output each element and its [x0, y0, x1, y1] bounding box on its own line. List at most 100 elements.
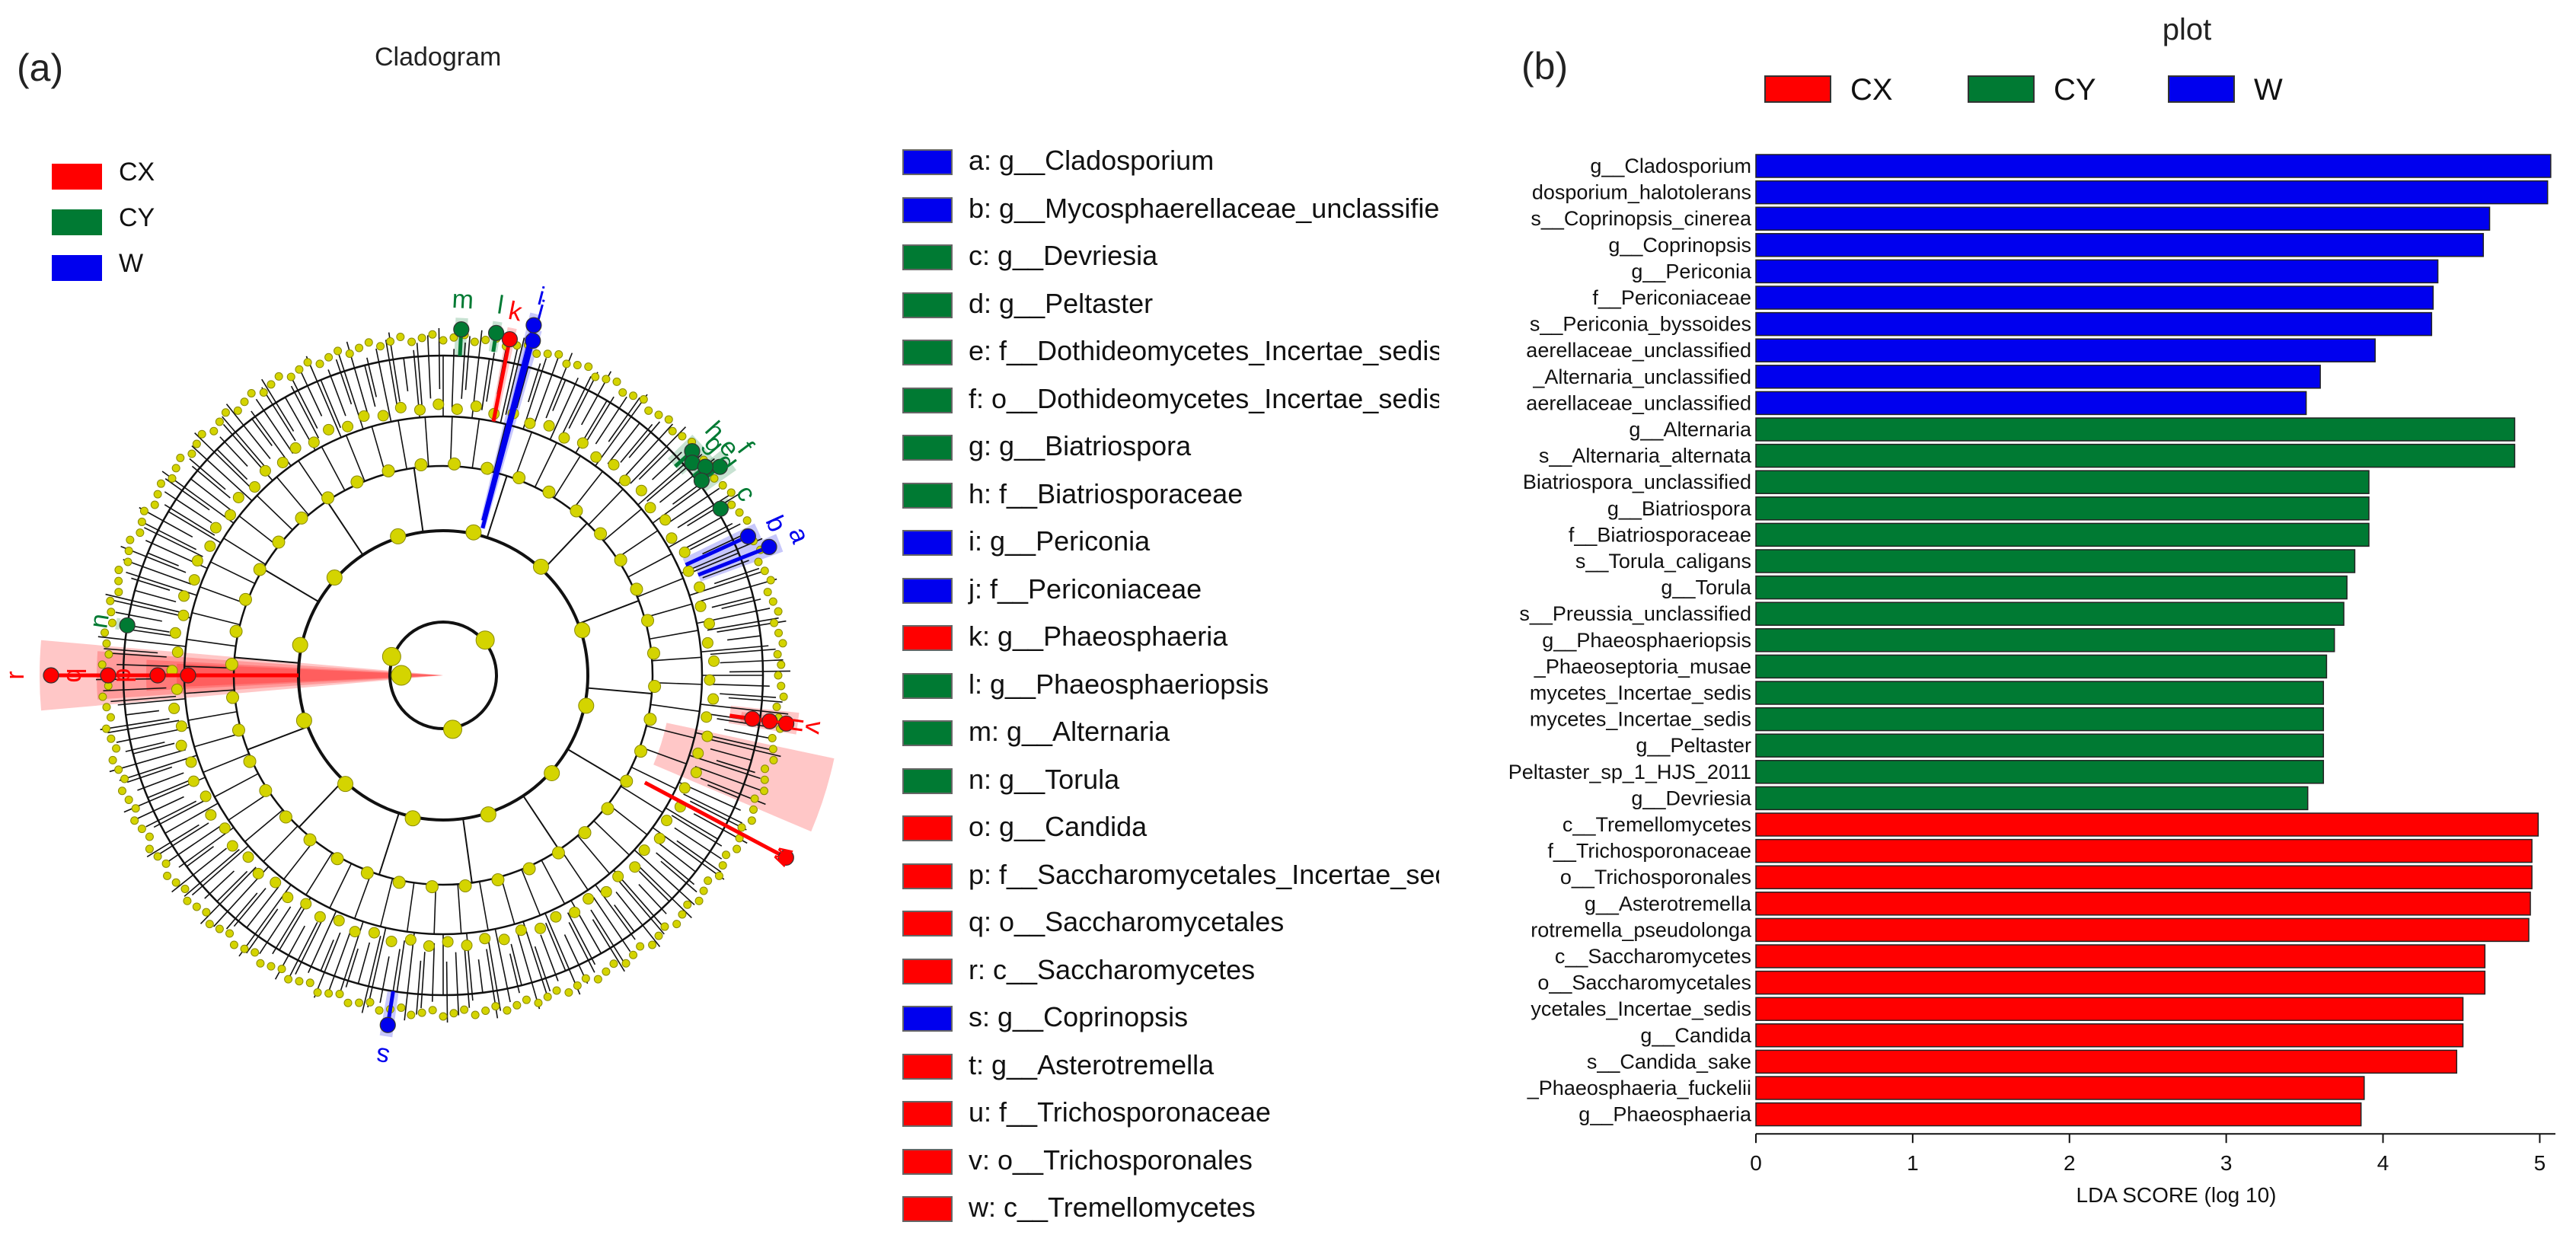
clado-node [630, 582, 643, 596]
clado-branch-line [649, 630, 698, 640]
clado-leaf-node [770, 618, 779, 627]
clado-node [259, 464, 271, 477]
clado-node [550, 911, 562, 923]
clado-leaf-line [700, 704, 789, 715]
clado-leaf-line [134, 589, 177, 603]
clado-leaf-line [727, 635, 761, 641]
clado-leaf-line [494, 928, 511, 1003]
clado-leaf-line [509, 953, 520, 994]
lda-bar [1755, 654, 2328, 679]
clado-leaf-line [481, 359, 490, 410]
clado-branch-line [514, 432, 533, 479]
clado-leaf-node [397, 1003, 406, 1013]
taxa-legend-swatch [902, 149, 953, 175]
clado-leaf-line [689, 755, 761, 780]
clado-branch-line [433, 884, 437, 934]
clado-node [178, 590, 190, 602]
clado-leaf-node [609, 959, 618, 968]
clado-node [574, 622, 591, 639]
clado-node [243, 755, 257, 768]
clado-node [404, 810, 421, 827]
clado-leaf-line [505, 337, 525, 415]
clado-node [461, 940, 473, 952]
clado-node [470, 400, 482, 413]
clado-leaf-line [200, 866, 257, 924]
taxa-legend-swatch [902, 863, 953, 889]
clado-leaf-node [277, 965, 286, 974]
clado-leaf-line [510, 943, 522, 986]
clado-branch-line [587, 687, 653, 694]
clado-leaf-node [171, 878, 180, 887]
clado-biomarker-node [488, 324, 505, 341]
clado-leaf-node [171, 464, 180, 473]
clado-leaf-line [654, 839, 696, 873]
clado-biomarker-node [119, 617, 136, 633]
clado-leaf-node [678, 910, 687, 919]
clado-leaf-node [324, 989, 334, 998]
clado-biomarker-branch [481, 324, 536, 522]
lda-bar [1755, 549, 2356, 573]
clado-leaf-line [522, 358, 547, 429]
clado-node [360, 866, 374, 880]
clado-branch-line [644, 603, 693, 618]
clado-leaf-line [233, 888, 267, 927]
clado-leaf-line [707, 617, 779, 631]
clado-leaf-line [305, 356, 342, 438]
clado-leaf-node [636, 942, 645, 951]
taxa-legend-label: m: g__Alternaria [969, 716, 1170, 747]
lda-bar [1755, 575, 2348, 600]
clado-leaf-line [194, 432, 252, 489]
clado-leaf-node [102, 639, 111, 648]
clado-leaf-line [375, 348, 392, 423]
taxa-legend-swatch [902, 625, 953, 651]
clado-leaf-line [455, 952, 460, 1016]
lda-bar-label: g__Phaeosphaeria [1578, 1103, 1752, 1126]
lda-bar-label: g__Asterotremella [1585, 892, 1752, 915]
clado-branch-line [457, 884, 462, 934]
taxa-legend-label: g: g__Biatriospora [969, 430, 1192, 461]
clado-node [259, 783, 273, 797]
clado-node [187, 775, 200, 787]
clado-leaf-node [694, 896, 704, 905]
clado-leaf-node [629, 391, 638, 400]
clado-node [512, 471, 526, 484]
clado-sector-letter: a [783, 523, 815, 547]
clado-leaf-line [391, 949, 401, 998]
clado-branch-line [200, 585, 247, 605]
clado-leaf-node [678, 432, 687, 441]
clado-sector-letter: o [142, 668, 171, 683]
clado-leaf-node [355, 998, 364, 1007]
clado-branch-line [187, 638, 236, 647]
clado-leaf-line [461, 342, 466, 399]
lda-bar-label: dosporium_halotolerans [1532, 181, 1751, 204]
clado-leaf-line [561, 375, 592, 436]
clado-branch-line [567, 748, 624, 783]
clado-node [169, 627, 181, 639]
lda-bar [1755, 496, 2370, 521]
clado-leaf-line [516, 932, 541, 1010]
clado-leaf-line [717, 718, 766, 727]
clado-leaf-line [608, 397, 640, 442]
clado-leaf-node [761, 764, 770, 774]
clado-leaf-line [590, 909, 625, 964]
lda-bar-label: s__Alternaria_alternata [1539, 445, 1752, 467]
clado-leaf-node [760, 787, 769, 796]
lda-bar [1755, 180, 2549, 205]
clado-leaf-node [747, 816, 756, 825]
clado-leaf-node [774, 607, 783, 616]
clado-leaf-node [602, 375, 611, 384]
clado-leaf-line [552, 379, 567, 411]
clado-leaf-node [114, 765, 123, 774]
clado-leaf-node [145, 844, 154, 854]
clado-leaf-line [486, 353, 495, 402]
clado-node [253, 563, 267, 576]
clado-biomarker-branch [491, 339, 512, 422]
clado-leaf-node [256, 959, 265, 968]
clado-leaf-node [773, 649, 782, 659]
clado-leaf-node [284, 975, 293, 984]
clado-leaf-node [98, 692, 107, 701]
clado-node [377, 410, 389, 422]
taxa-legend-label: h: f__Biatriosporaceae [969, 477, 1243, 509]
lda-bar [1755, 812, 2539, 837]
clado-sector-letter: v [799, 719, 829, 735]
